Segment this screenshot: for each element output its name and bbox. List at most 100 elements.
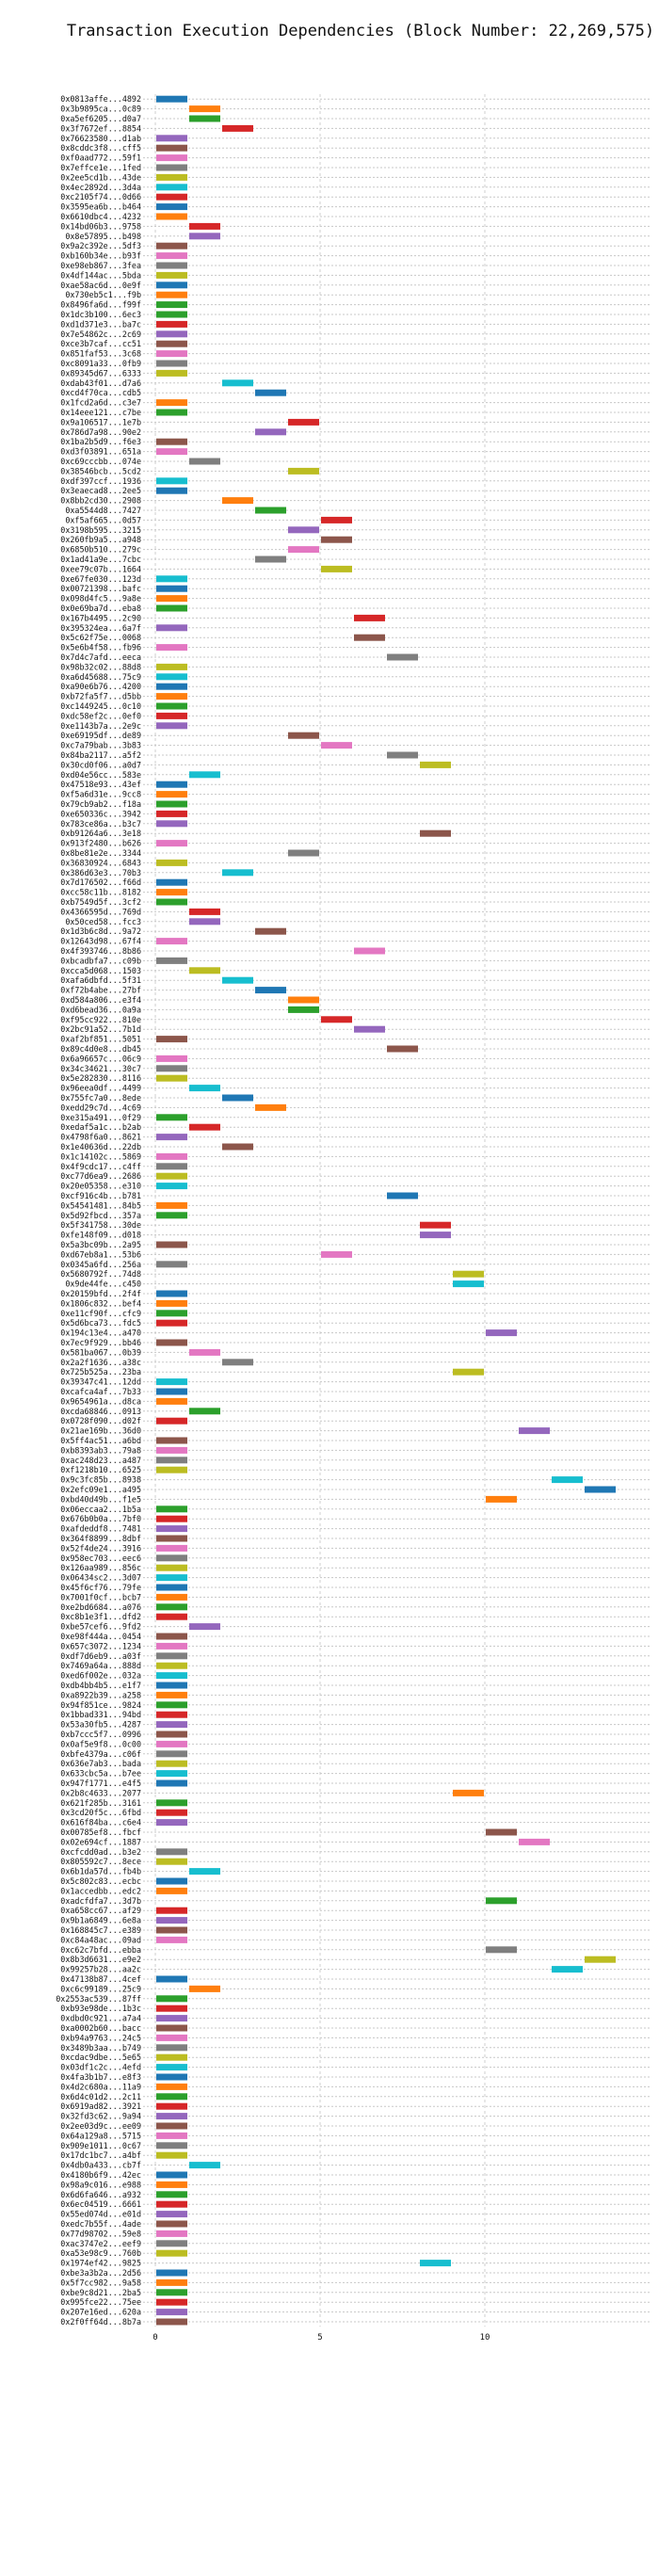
execution-bar: [321, 565, 352, 572]
execution-bar: [156, 1917, 187, 1924]
transaction-label: 0x39347c41...12dd: [60, 1377, 141, 1387]
transaction-label: 0xd6bead36...0a9a: [60, 1005, 141, 1014]
transaction-label: 0x6d6fa646...a932: [60, 2190, 141, 2199]
execution-bar: [156, 1525, 187, 1533]
execution-bar: [453, 1368, 484, 1376]
execution-bar: [156, 1848, 187, 1856]
execution-bar: [156, 1036, 187, 1043]
transaction-label: 0x3f7672ef...8854: [60, 123, 141, 133]
transaction-label: 0x14bd06b3...9758: [60, 221, 141, 231]
execution-bar: [156, 184, 187, 191]
execution-bar: [222, 124, 253, 132]
transaction-label: 0x32fd3c62...9a94: [60, 2112, 141, 2121]
transaction-label: 0xa658cc67...af29: [60, 1906, 141, 1915]
transaction-label: 0x2ee03d9c...ee09: [60, 2121, 141, 2131]
execution-bar: [189, 1985, 220, 1992]
transaction-label: 0xe67fe030...123d: [60, 574, 141, 584]
transaction-label: 0x6919ad82...3921: [60, 2101, 141, 2111]
execution-bar: [288, 546, 319, 554]
x-tick-label: 0: [153, 2333, 157, 2343]
transaction-label: 0x8be81e2e...3344: [60, 848, 141, 858]
execution-bar: [156, 957, 187, 964]
execution-bar: [552, 1476, 583, 1484]
execution-bar: [519, 1838, 550, 1845]
execution-bar: [453, 1270, 484, 1278]
transaction-label: 0x50ced58...fcc3: [65, 917, 141, 926]
transaction-label: 0x77d98702...59e8: [60, 2229, 141, 2238]
execution-bar: [156, 2102, 187, 2110]
transaction-label: 0x64a129a8...5715: [60, 2131, 141, 2140]
execution-bar: [189, 1868, 220, 1876]
execution-bar: [189, 458, 220, 465]
execution-bar: [189, 771, 220, 779]
transaction-label: 0x52f4de24...3916: [60, 1543, 141, 1553]
transaction-label: 0x0813affe...4892: [60, 94, 141, 104]
transaction-label: 0x4366595d...769d: [60, 907, 141, 916]
transaction-label: 0xb8393ab3...79a8: [60, 1445, 141, 1455]
execution-bar: [156, 1779, 187, 1787]
execution-bar: [156, 340, 187, 347]
execution-bar: [288, 526, 319, 534]
transaction-label: 0x4f393746...8b86: [60, 946, 141, 956]
execution-bar: [156, 173, 187, 181]
transaction-label: 0xa5ef6205...d0a7: [60, 114, 141, 123]
execution-bar: [156, 1466, 187, 1473]
transaction-label: 0x4180b6f9...42ec: [60, 2170, 141, 2180]
execution-bar: [156, 1652, 187, 1660]
execution-bar: [156, 311, 187, 318]
execution-bar: [156, 2309, 187, 2316]
execution-bar: [156, 1261, 187, 1268]
execution-bar: [156, 1740, 187, 1747]
execution-bar: [156, 2240, 187, 2247]
transaction-label: 0x1ba2b5d9...f6e3: [60, 437, 141, 446]
execution-bar: [156, 1201, 187, 1209]
execution-bar: [288, 996, 319, 1004]
transaction-label: 0x1dc3b100...6ec3: [60, 310, 141, 319]
transaction-label: 0x0345a6fd...256a: [60, 1260, 141, 1269]
execution-bar: [420, 1232, 451, 1239]
transaction-label: 0x2b8c4633...2077: [60, 1788, 141, 1797]
execution-bar: [156, 1446, 187, 1454]
transaction-label: 0xedaf5a1c...b2ab: [60, 1122, 141, 1132]
transaction-label: 0x14eee121...c7be: [60, 408, 141, 417]
transaction-label: 0xcf916c4b...b781: [60, 1191, 141, 1200]
execution-bar: [156, 1770, 187, 1778]
transaction-label: 0x3595ea6b...b464: [60, 202, 141, 212]
transaction-label: 0xcda68846...0913: [60, 1407, 141, 1416]
execution-bar: [156, 2024, 187, 2032]
execution-bar: [156, 898, 187, 906]
transaction-label: 0xcafca4af...7b33: [60, 1387, 141, 1396]
transaction-label: 0x8b3d6631...e9e2: [60, 1955, 141, 1964]
transaction-label: 0xdab43f01...d7a6: [60, 378, 141, 388]
transaction-label: 0x17dc1bc7...a4bf: [60, 2150, 141, 2160]
transaction-label: 0x3cd20f5c...6fbd: [60, 1808, 141, 1817]
transaction-label: 0x45f6cf76...79fe: [60, 1583, 141, 1592]
transaction-label: 0x7469a64a...888d: [60, 1661, 141, 1670]
execution-bar: [222, 1094, 253, 1102]
execution-bar: [156, 1809, 187, 1816]
transaction-label: 0xe98f444a...0454: [60, 1632, 141, 1641]
transaction-label: 0x3b9895ca...0c89: [60, 105, 141, 114]
execution-bar: [156, 1672, 187, 1680]
execution-bar: [156, 1936, 187, 1943]
transaction-label: 0xc6c99189...25c9: [60, 1984, 141, 1993]
transaction-label: 0xcc58c11b...8182: [60, 888, 141, 897]
transaction-label: 0xdf397ccf...1936: [60, 476, 141, 486]
execution-bar: [156, 154, 187, 162]
execution-bar: [354, 947, 385, 955]
execution-bar: [156, 1515, 187, 1522]
execution-bar: [156, 2181, 187, 2188]
execution-bar: [156, 889, 187, 896]
execution-bar: [156, 1642, 187, 1650]
transaction-label: 0x633cbc5a...b7ee: [60, 1769, 141, 1779]
execution-bar: [156, 252, 187, 260]
execution-bar: [288, 418, 319, 426]
transaction-label: 0x5c802c83...ecbc: [60, 1876, 141, 1886]
execution-bar: [156, 840, 187, 847]
execution-bar: [156, 2004, 187, 2012]
execution-bar: [156, 2083, 187, 2090]
transaction-label: 0x5f7cc982...9a58: [60, 2278, 141, 2287]
transaction-label: 0x755fc7a0...8ede: [60, 1093, 141, 1103]
transaction-label: 0xac3747e2...eef9: [60, 2239, 141, 2248]
